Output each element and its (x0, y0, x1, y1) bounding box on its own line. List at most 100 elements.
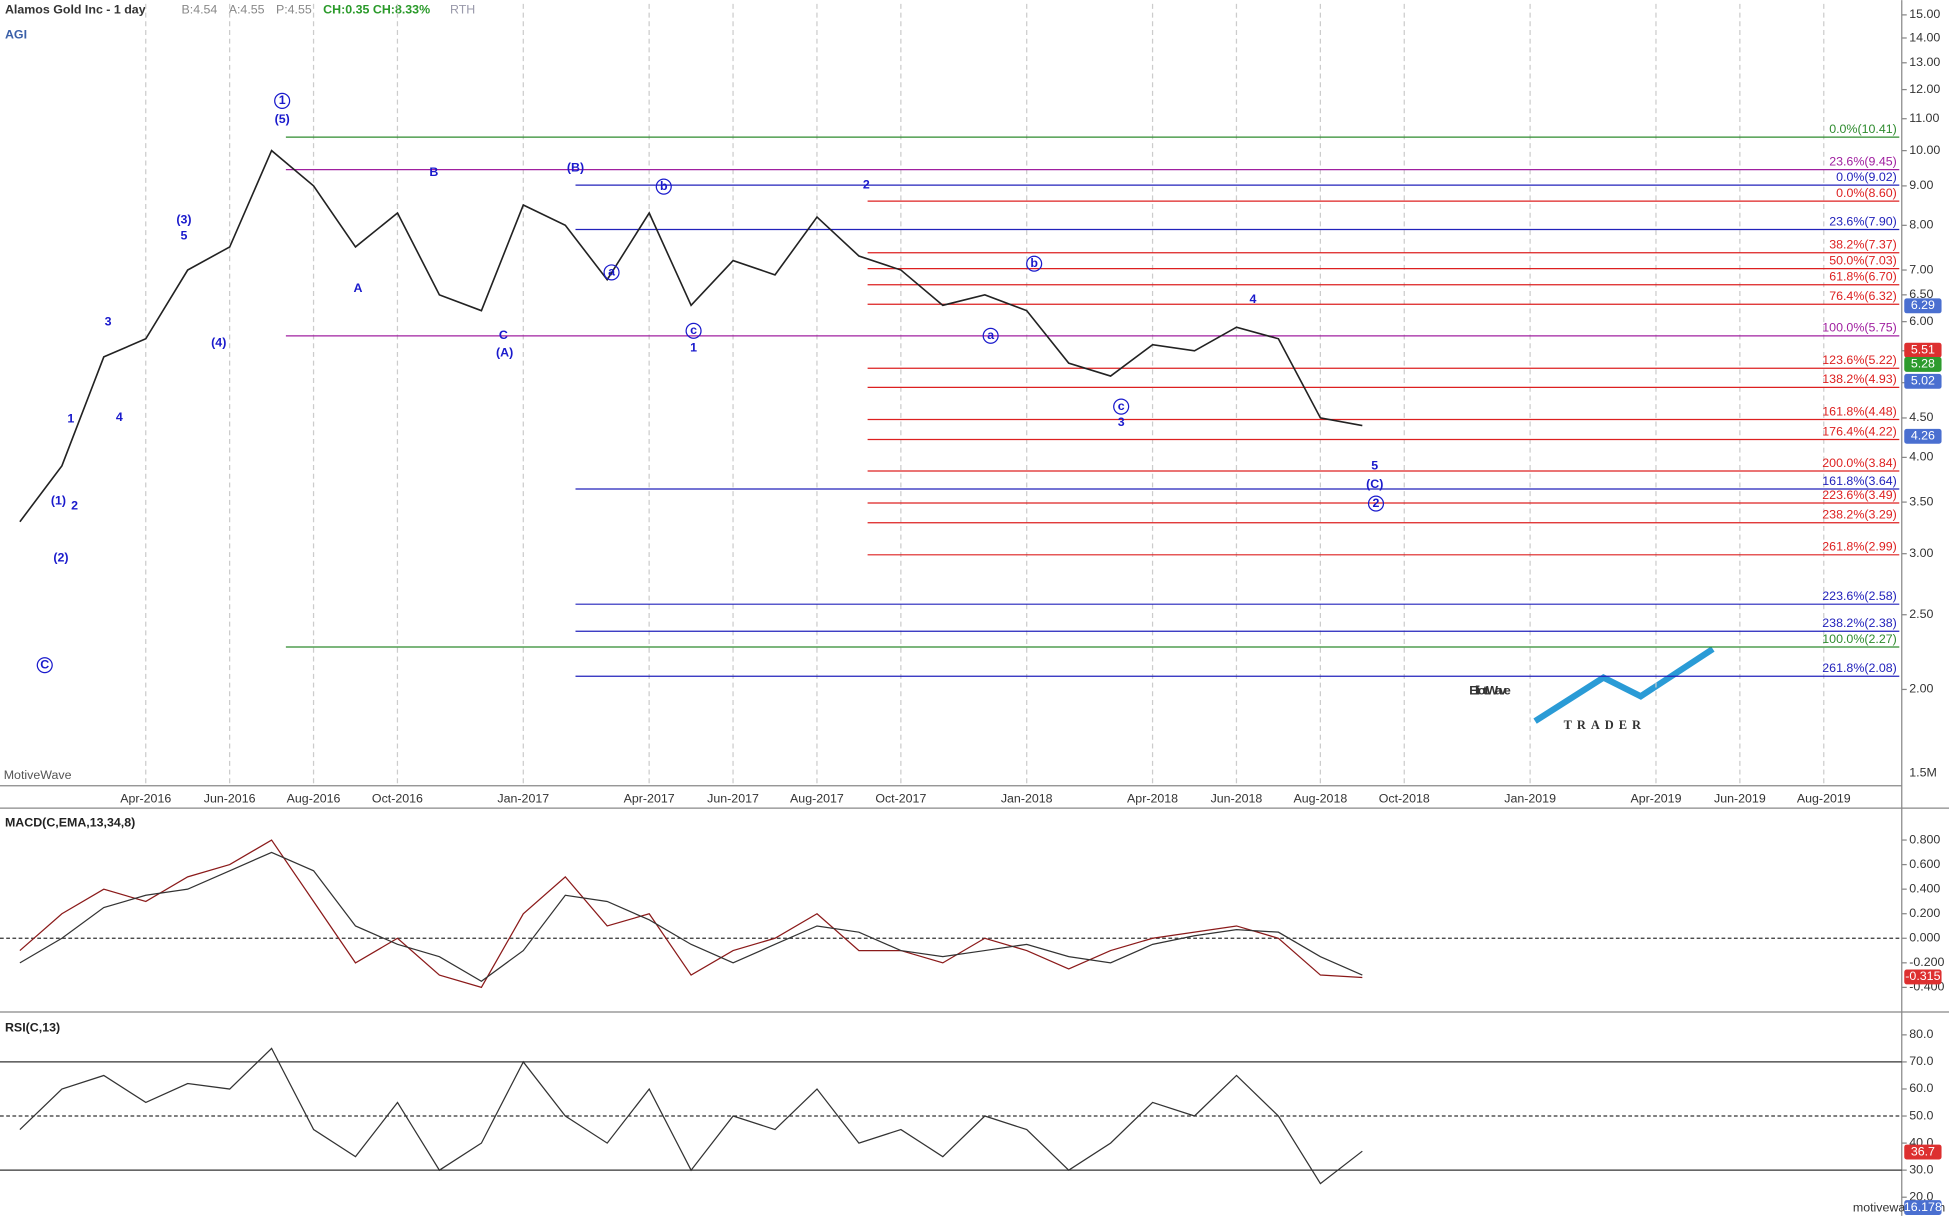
x-tick-label: Jun-2017 (707, 792, 759, 806)
macd-title: MACD(C,EMA,13,34,8) (5, 815, 135, 829)
wave-label: a (987, 328, 994, 342)
wave-label: 4 (116, 410, 123, 424)
y-tick-label: 2.50 (1909, 607, 1933, 621)
wave-label: 1 (690, 340, 697, 354)
y-tick-label: 9.00 (1909, 178, 1933, 192)
price-tag (1904, 356, 1942, 372)
x-tick-label: Oct-2016 (372, 792, 423, 806)
wave-label: (1) (51, 493, 66, 507)
series-line (19, 1047, 1363, 1185)
x-tick-label: Apr-2016 (120, 792, 171, 806)
fib-label: 76.4%(6.32) (1829, 289, 1897, 303)
y-tick-label: 15.00 (1909, 7, 1940, 21)
fib-label: 200.0%(3.84) (1822, 456, 1897, 470)
x-tick-label: Apr-2018 (1127, 792, 1178, 806)
session: RTH (450, 2, 475, 16)
x-tick-label: Aug-2016 (287, 792, 341, 806)
y-tick-label: 0.000 (1909, 931, 1940, 945)
wave-circle (274, 92, 291, 109)
fib-label: 223.6%(2.58) (1822, 589, 1897, 603)
price-tag (1904, 298, 1942, 314)
y-tick-label: 4.00 (1909, 450, 1933, 464)
wave-label: 1 (279, 93, 286, 107)
wave-label: (4) (211, 336, 226, 350)
wave-label: b (660, 179, 668, 193)
change-pct: CH:8.33% (373, 2, 430, 16)
y-tick-label: 10.00 (1909, 143, 1940, 157)
price-tag (1904, 969, 1942, 985)
x-tick-label: Jun-2018 (1211, 792, 1263, 806)
price-tag (1904, 1144, 1942, 1160)
x-tick-label: Jun-2016 (204, 792, 256, 806)
y-tick-label: 11.00 (1909, 111, 1939, 125)
price-tag-label: 5.51 (1911, 342, 1935, 356)
y-tick-label: 30.0 (1909, 1162, 1933, 1176)
wave-circle (685, 322, 702, 339)
fib-label: 238.2%(3.29) (1822, 508, 1897, 522)
x-tick-label: Apr-2019 (1630, 792, 1681, 806)
wave-label: a (608, 265, 615, 279)
wave-label: B (429, 165, 438, 179)
price-tag (1904, 428, 1942, 444)
x-tick-label: Aug-2017 (790, 792, 844, 806)
watermark: MotiveWave (4, 768, 72, 782)
price-tag-label: 36.7 (1911, 1144, 1935, 1158)
fib-label: 123.6%(5.22) (1822, 353, 1897, 367)
fib-label: 23.6%(9.45) (1829, 154, 1897, 168)
wave-label: C (40, 657, 49, 671)
wave-label: A (353, 281, 362, 295)
y-tick-label: 50.0 (1909, 1108, 1933, 1122)
fib-label: 161.8%(3.64) (1822, 474, 1897, 488)
wave-label: 4 (1249, 292, 1256, 306)
wave-label: (5) (275, 112, 290, 126)
price-tag-label: 16.178 (1904, 1200, 1942, 1214)
x-tick-label: Jan-2019 (1504, 792, 1556, 806)
x-tick-label: Oct-2018 (1379, 792, 1430, 806)
wave-label: 2 (71, 498, 78, 512)
y-tick-label: 70.0 (1909, 1054, 1933, 1068)
fib-label: 38.2%(7.37) (1829, 238, 1897, 252)
fib-label: 176.4%(4.22) (1822, 424, 1897, 438)
y-tick-label: 0.400 (1909, 881, 1940, 895)
fib-label: 0.0%(10.41) (1829, 122, 1897, 136)
y-tick-label: 80.0 (1909, 1027, 1933, 1041)
fib-label: 23.6%(7.90) (1829, 214, 1897, 228)
y-tick-label: 13.00 (1909, 55, 1940, 69)
x-tick-label: Aug-2018 (1293, 792, 1347, 806)
wave-label: (2) (53, 551, 68, 565)
series-line (19, 839, 1363, 989)
y-tick-label: 7.00 (1909, 262, 1933, 276)
ask: A:4.55 (229, 2, 265, 16)
y-tick-label: 14.00 (1909, 30, 1940, 44)
logo-top: ElliottWave (1469, 684, 1511, 698)
wave-circle (982, 327, 999, 344)
wave-label: 5 (181, 229, 188, 243)
wave-label: (A) (496, 345, 513, 359)
x-tick-label: Jun-2019 (1714, 792, 1766, 806)
x-tick-label: Aug-2019 (1797, 792, 1851, 806)
wave-label: (3) (176, 212, 191, 226)
fib-label: 61.8%(6.70) (1829, 270, 1897, 284)
x-tick-label: Apr-2017 (624, 792, 675, 806)
x-tick-label: Oct-2017 (875, 792, 926, 806)
price-tag-label: 5.28 (1911, 357, 1935, 371)
fib-label: 161.8%(4.48) (1822, 404, 1897, 418)
y-tick-label: 0.600 (1909, 857, 1940, 871)
volume-label: 1.5M (1909, 766, 1937, 780)
wave-circle (36, 657, 53, 674)
fib-label: 238.2%(2.38) (1822, 616, 1897, 630)
last: P:4.55 (276, 2, 312, 16)
y-tick-label: 12.00 (1909, 82, 1940, 96)
y-tick-label: 6.00 (1909, 314, 1933, 328)
price-tag-label: 4.26 (1911, 429, 1935, 443)
wave-label: c (690, 323, 697, 337)
fib-label: 138.2%(4.93) (1822, 372, 1897, 386)
price-tag (1904, 342, 1942, 358)
price-tag-label: 5.02 (1911, 374, 1935, 388)
wave-label: 2 (1373, 496, 1380, 510)
price-tag-label: 6.29 (1911, 298, 1935, 312)
y-tick-label: 6.50 (1909, 287, 1933, 301)
wave-label: 5 (1371, 459, 1378, 473)
